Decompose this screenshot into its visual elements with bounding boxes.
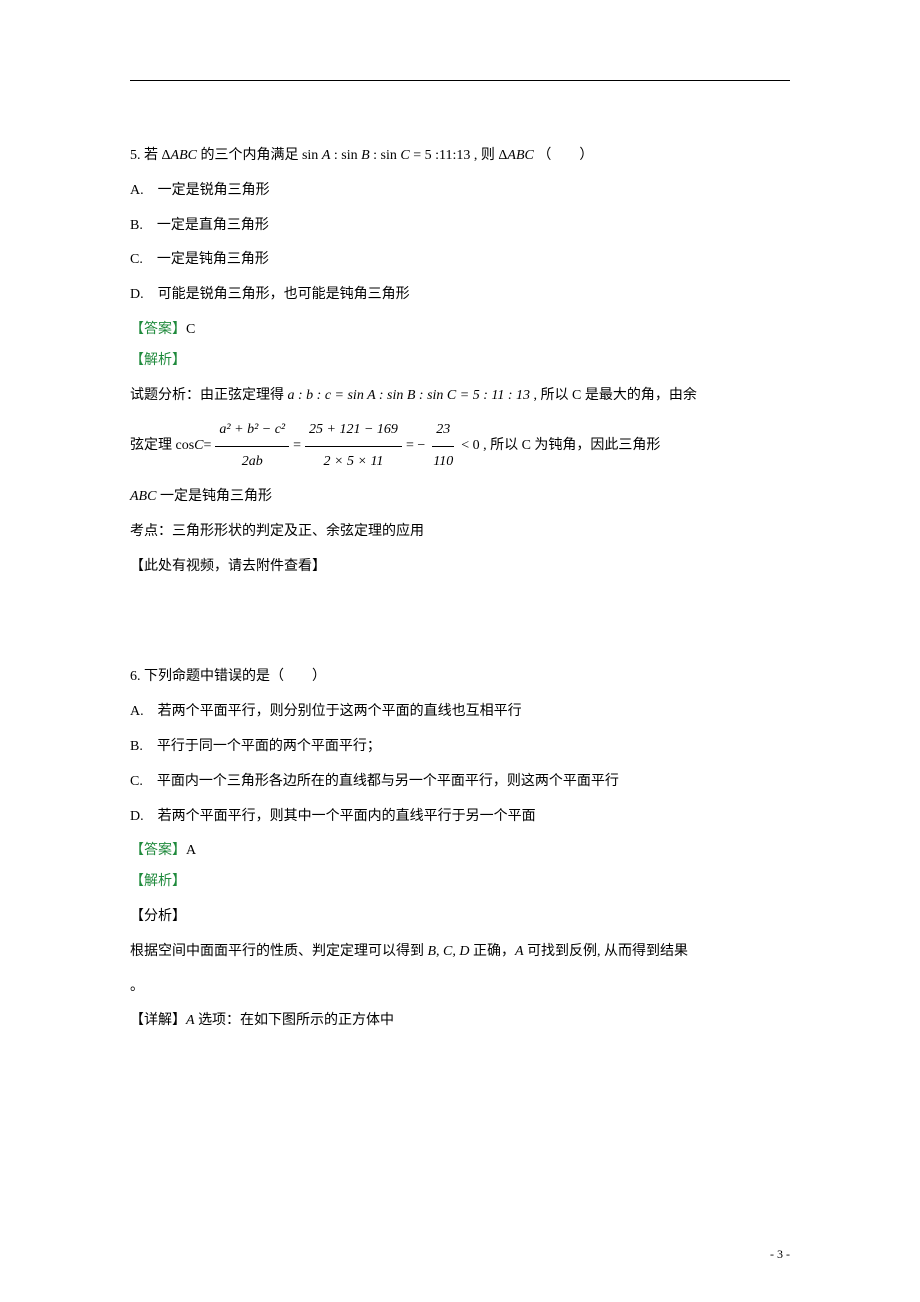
- q5-stem-prefix: 5. 若 Δ: [130, 148, 171, 163]
- q5-abc2: ABC: [507, 148, 533, 163]
- q5-frac3: 23 110: [429, 415, 457, 478]
- q5-eq: = 5 :11:13 , 则 Δ: [410, 148, 508, 163]
- q5-frac1-den: 2ab: [238, 447, 267, 478]
- q5-frac2: 25 + 121 − 169 2 × 5 × 11: [305, 415, 402, 478]
- q6-answer-line: 【答案】A: [130, 836, 790, 867]
- q6-detail-line: 【详解】A 选项：在如下图所示的正方体中: [130, 1006, 790, 1037]
- q6-stem: 6. 下列命题中错误的是（ ）: [130, 662, 790, 693]
- q5-option-b: B. 一定是直角三角形: [130, 211, 790, 242]
- q6-sub-label: 【分析】: [130, 902, 790, 933]
- q6-option-c: C. 平面内一个三角形各边所在的直线都与另一个平面平行，则这两个平面平行: [130, 767, 790, 798]
- q6-analysis-mid: 正确，: [470, 944, 516, 959]
- q6-detail-a: A: [186, 1013, 195, 1028]
- q5-cos-post: < 0 , 所以 C 为钝角，因此三角形: [461, 431, 660, 462]
- q6-analysis-pre: 根据空间中面面平行的性质、判定定理可以得到: [130, 944, 428, 959]
- q6-analysis-text: 根据空间中面面平行的性质、判定定理可以得到 B, C, D 正确，A 可找到反例…: [130, 937, 790, 968]
- q5-video-note: 【此处有视频，请去附件查看】: [130, 552, 790, 583]
- q5-abc-obtuse-line: ABC 一定是钝角三角形: [130, 482, 790, 513]
- q5-cos-pre: 弦定理 cos: [130, 431, 194, 462]
- q5-eq3: = −: [406, 431, 425, 462]
- q6-analysis-post: 可找到反例, 从而得到结果: [524, 944, 689, 959]
- q5-frac2-den: 2 × 5 × 11: [320, 447, 388, 478]
- q5-analysis-post: , 所以 C 是最大的角，由余: [530, 388, 697, 403]
- q5-colon1: : sin: [330, 148, 361, 163]
- q6-detail-label: 【详解】: [130, 1013, 186, 1028]
- q6-bcd: B, C, D: [428, 944, 470, 959]
- q5-frac1: a² + b² − c² 2ab: [215, 415, 289, 478]
- q5-answer-label: 【答案】: [130, 322, 186, 337]
- q6-answer-value: A: [186, 843, 196, 858]
- q5-abc-obtuse: ABC: [130, 489, 156, 504]
- q6-a: A: [515, 944, 524, 959]
- q5-frac3-num: 23: [432, 415, 454, 447]
- q5-abc-obtuse-post: 一定是钝角三角形: [156, 489, 272, 504]
- q5-frac3-den: 110: [429, 447, 457, 478]
- q6-period: 。: [130, 972, 790, 1003]
- q5-answer-value: C: [186, 322, 195, 337]
- page-number: - 3 -: [770, 1247, 790, 1262]
- q5-cos-eq: =: [204, 431, 212, 462]
- q5-frac1-num: a² + b² − c²: [215, 415, 289, 447]
- q6-detail-text: 选项：在如下图所示的正方体中: [195, 1013, 395, 1028]
- q5-stem: 5. 若 ΔABC 的三个内角满足 sin A : sin B : sin C …: [130, 141, 790, 172]
- q5-stem-mid: 的三个内角满足 sin: [197, 148, 322, 163]
- q5-end: （ ）: [534, 148, 594, 163]
- q5-frac2-num: 25 + 121 − 169: [305, 415, 402, 447]
- q5-keypoint: 考点：三角形形状的判定及正、余弦定理的应用: [130, 517, 790, 548]
- q5-eq2: =: [293, 431, 301, 462]
- page-separator: [130, 80, 790, 81]
- q6-analysis-label: 【解析】: [130, 867, 790, 898]
- q5-abc: ABC: [171, 148, 197, 163]
- q5-analysis-pre: 试题分析：由正弦定理得: [130, 388, 288, 403]
- q5-analysis-label: 【解析】: [130, 346, 790, 377]
- q6-option-d: D. 若两个平面平行，则其中一个平面内的直线平行于另一个平面: [130, 802, 790, 833]
- q5-option-d: D. 可能是锐角三角形，也可能是钝角三角形: [130, 280, 790, 311]
- q6-option-a: A. 若两个平面平行，则分别位于这两个平面的直线也互相平行: [130, 697, 790, 728]
- q5-analysis-line1: 试题分析：由正弦定理得 a : b : c = sin A : sin B : …: [130, 381, 790, 412]
- q5-cos-c: C: [194, 431, 203, 462]
- q5-c: C: [400, 148, 409, 163]
- q6-option-b: B. 平行于同一个平面的两个平面平行；: [130, 732, 790, 763]
- q5-option-a: A. 一定是锐角三角形: [130, 176, 790, 207]
- q5-colon2: : sin: [370, 148, 401, 163]
- q5-ratio: a : b : c = sin A : sin B : sin C = 5 : …: [288, 388, 531, 403]
- q5-cos-line: 弦定理 cos C = a² + b² − c² 2ab = 25 + 121 …: [130, 415, 790, 478]
- q5-b: B: [361, 148, 370, 163]
- q5-option-c: C. 一定是钝角三角形: [130, 245, 790, 276]
- q6-answer-label: 【答案】: [130, 843, 186, 858]
- q5-answer-line: 【答案】C: [130, 315, 790, 346]
